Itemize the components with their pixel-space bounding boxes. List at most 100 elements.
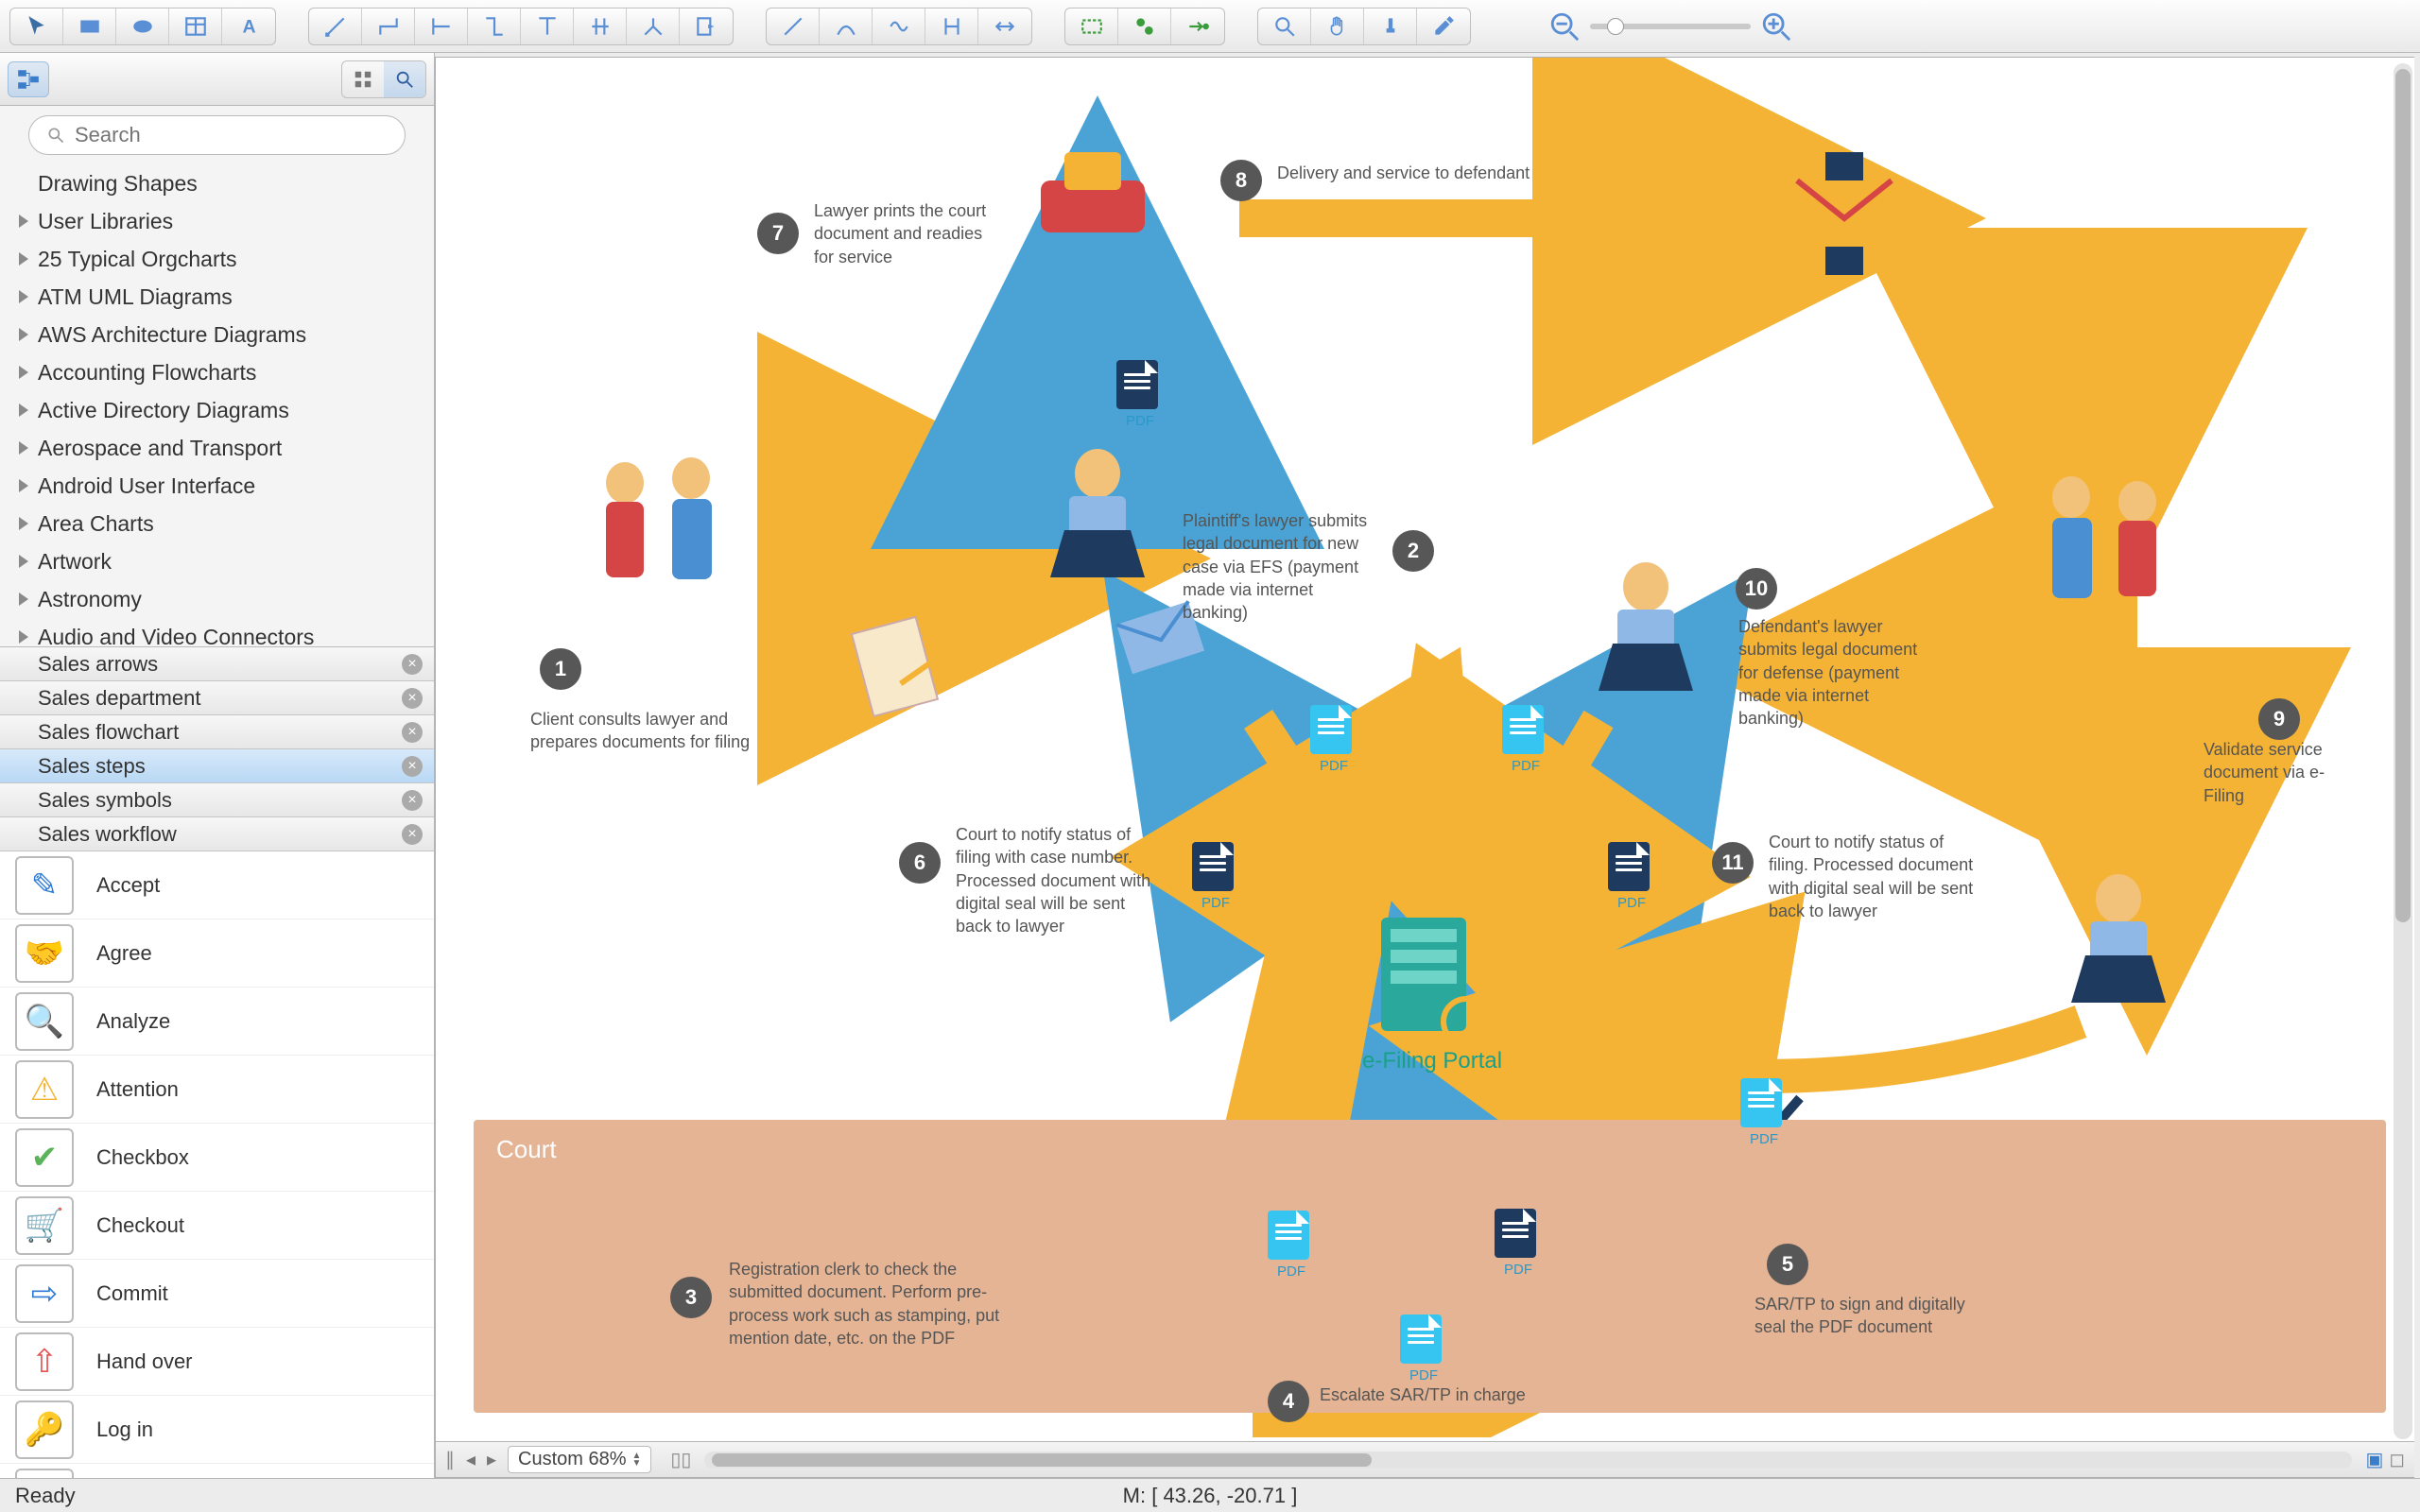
pointer-tool[interactable]: [10, 9, 63, 44]
step-text: Delivery and service to defendant: [1277, 162, 1530, 184]
library-tab[interactable]: Sales symbols×: [0, 783, 434, 817]
pdf-icon: PDF: [1740, 1078, 1788, 1135]
tree-item[interactable]: AWS Architecture Diagrams: [0, 316, 434, 353]
highlight-3[interactable]: [1171, 9, 1224, 44]
connector-5[interactable]: [521, 9, 574, 44]
step-number: 1: [540, 648, 581, 690]
page-nav[interactable]: ◂▸: [460, 1448, 502, 1471]
zoom-in-icon[interactable]: [1760, 10, 1792, 43]
status-bar: Ready M: [ 43.26, -20.71 ]: [0, 1478, 2420, 1512]
connector-6[interactable]: [574, 9, 627, 44]
canvas[interactable]: Court e-Filing Portal 1Client consults l…: [436, 58, 2414, 1441]
zoom-out-icon[interactable]: [1548, 10, 1581, 43]
close-icon[interactable]: ×: [402, 654, 423, 675]
shape-item[interactable]: ✔Checkbox: [0, 1124, 434, 1192]
status-ready: Ready: [15, 1484, 76, 1508]
shape-item[interactable]: 🔑Log in: [0, 1396, 434, 1464]
view-search-icon[interactable]: [384, 61, 425, 97]
library-tab[interactable]: Sales department×: [0, 681, 434, 715]
stamp-tool[interactable]: [1364, 9, 1417, 44]
close-icon[interactable]: ×: [402, 722, 423, 743]
library-tab[interactable]: Sales arrows×: [0, 647, 434, 681]
library-tab[interactable]: Sales flowchart×: [0, 715, 434, 749]
line-3[interactable]: [873, 9, 925, 44]
canvas-bottom-strip: ∥ ◂▸ Custom 68% ▲▼ ▯▯ ▣ ◻: [436, 1441, 2414, 1477]
tool-group-highlight: [1064, 8, 1225, 45]
shape-item[interactable]: 🤝Agree: [0, 919, 434, 988]
close-icon[interactable]: ×: [402, 824, 423, 845]
canvas-area: Court e-Filing Portal 1Client consults l…: [435, 57, 2414, 1478]
tree-item[interactable]: Audio and Video Connectors: [0, 618, 434, 646]
library-tree[interactable]: Drawing Shapes User Libraries25 Typical …: [0, 164, 434, 646]
pdf-icon: PDF: [1192, 842, 1239, 899]
tree-item[interactable]: 25 Typical Orgcharts: [0, 240, 434, 278]
svg-text:A: A: [243, 16, 256, 37]
connector-1[interactable]: [309, 9, 362, 44]
tree-item[interactable]: Artwork: [0, 542, 434, 580]
portal-label: e-Filing Portal: [1362, 1048, 1502, 1074]
tree-item[interactable]: Astronomy: [0, 580, 434, 618]
zoom-level-text: Custom 68%: [518, 1449, 627, 1470]
close-icon[interactable]: ×: [402, 688, 423, 709]
rect-tool[interactable]: [63, 9, 116, 44]
line-2[interactable]: [820, 9, 873, 44]
connector-7[interactable]: [627, 9, 680, 44]
view-grid-icon[interactable]: [342, 61, 384, 97]
table-tool[interactable]: [169, 9, 222, 44]
zoom-level[interactable]: Custom 68% ▲▼: [508, 1446, 651, 1473]
library-tab[interactable]: Sales steps×: [0, 749, 434, 783]
vertical-scrollbar[interactable]: [2394, 63, 2412, 1439]
zoom-slider[interactable]: [1548, 10, 1792, 43]
tree-item[interactable]: Area Charts: [0, 505, 434, 542]
shape-list[interactable]: ✎Accept🤝Agree🔍Analyze⚠Attention✔Checkbox…: [0, 851, 434, 1478]
zoom-tool[interactable]: [1258, 9, 1311, 44]
shape-item[interactable]: ✍Manual filling: [0, 1464, 434, 1478]
shape-item[interactable]: ⇧Hand over: [0, 1328, 434, 1396]
step-number: 8: [1220, 160, 1262, 201]
shape-item[interactable]: ⚠Attention: [0, 1056, 434, 1124]
step-number: 4: [1268, 1381, 1309, 1422]
export-tool[interactable]: [680, 9, 733, 44]
search-input[interactable]: [75, 123, 388, 147]
library-tree-toggle[interactable]: [8, 61, 49, 97]
highlight-1[interactable]: [1065, 9, 1118, 44]
expand-icon[interactable]: ◻: [2389, 1448, 2405, 1471]
pdf-icon: PDF: [1400, 1314, 1447, 1371]
connector-4[interactable]: [468, 9, 521, 44]
horizontal-scrollbar[interactable]: [704, 1452, 2352, 1469]
ellipse-tool[interactable]: [116, 9, 169, 44]
search-input-wrap: [28, 115, 406, 155]
pdf-icon: PDF: [1495, 1209, 1542, 1265]
highlight-2[interactable]: [1118, 9, 1171, 44]
tree-item[interactable]: ATM UML Diagrams: [0, 278, 434, 316]
close-icon[interactable]: ×: [402, 756, 423, 777]
pdf-icon: PDF: [1116, 360, 1164, 417]
tree-item[interactable]: Accounting Flowcharts: [0, 353, 434, 391]
tree-item[interactable]: User Libraries: [0, 202, 434, 240]
connector-2[interactable]: [362, 9, 415, 44]
tree-item[interactable]: Aerospace and Transport: [0, 429, 434, 467]
library-tab[interactable]: Sales workflow×: [0, 817, 434, 851]
eyedropper-tool[interactable]: [1417, 9, 1470, 44]
step-number: 6: [899, 842, 941, 884]
shape-item[interactable]: 🛒Checkout: [0, 1192, 434, 1260]
tree-item[interactable]: Android User Interface: [0, 467, 434, 505]
library-tabs: Sales arrows×Sales department×Sales flow…: [0, 646, 434, 851]
line-4[interactable]: [925, 9, 978, 44]
fit-icon[interactable]: ▣: [2365, 1448, 2383, 1471]
line-5[interactable]: [978, 9, 1031, 44]
line-1[interactable]: [767, 9, 820, 44]
shape-item[interactable]: ✎Accept: [0, 851, 434, 919]
shape-item[interactable]: ⇨Commit: [0, 1260, 434, 1328]
connector-3[interactable]: [415, 9, 468, 44]
close-icon[interactable]: ×: [402, 790, 423, 811]
text-tool[interactable]: A: [222, 9, 275, 44]
tree-heading: Drawing Shapes: [0, 164, 434, 202]
step-text: Court to notify status of filing. Proces…: [1769, 831, 1977, 922]
step-number: 3: [670, 1277, 712, 1318]
step-text: SAR/TP to sign and digitally seal the PD…: [1754, 1293, 1991, 1339]
step-text: Registration clerk to check the submitte…: [729, 1258, 1003, 1349]
hand-tool[interactable]: [1311, 9, 1364, 44]
tree-item[interactable]: Active Directory Diagrams: [0, 391, 434, 429]
shape-item[interactable]: 🔍Analyze: [0, 988, 434, 1056]
